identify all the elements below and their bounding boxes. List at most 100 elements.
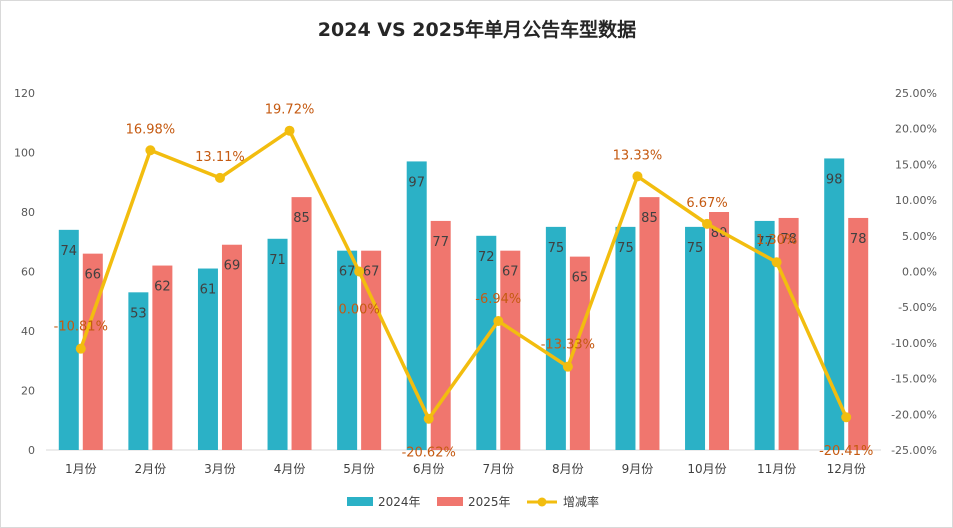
bar-2025 bbox=[221, 244, 242, 450]
bar-value-label: 72 bbox=[478, 250, 495, 265]
rate-point bbox=[423, 413, 434, 424]
left-axis-tick-label: 60 bbox=[21, 266, 35, 279]
left-axis-tick-label: 120 bbox=[14, 87, 35, 100]
bar-2024 bbox=[685, 226, 706, 450]
bar-2024 bbox=[615, 226, 636, 450]
x-axis-tick-label: 12月份 bbox=[827, 462, 866, 476]
bar-value-label: 61 bbox=[200, 283, 217, 298]
bar-2024 bbox=[337, 250, 358, 450]
rate-data-label: 6.67% bbox=[686, 196, 727, 211]
x-axis-tick-label: 5月份 bbox=[343, 462, 375, 476]
bar-value-label: 78 bbox=[780, 232, 797, 247]
bar-2024 bbox=[754, 220, 775, 450]
bar-value-label: 69 bbox=[224, 259, 241, 274]
bar-value-labels: 74 53 61 71 67 97 72 75 75 75 77 98 66 62 69 85 67 77 67 65… bbox=[61, 172, 867, 321]
bar-value-label: 66 bbox=[85, 268, 102, 283]
left-axis-tick-label: 20 bbox=[21, 385, 35, 398]
bar-2024 bbox=[545, 226, 566, 450]
rate-data-label: -10.81% bbox=[54, 320, 108, 335]
rate-line-series: -10.81% 16.98% 13.11% 19.72% 0.00% -20.62% -6.… bbox=[54, 103, 874, 461]
bar-2024 bbox=[128, 292, 149, 450]
x-axis-tick-label: 6月份 bbox=[413, 462, 445, 476]
right-axis: -25.00% -20.00% -15.00% -10.00% -5.00% 0.00% 5… bbox=[891, 87, 937, 457]
bar-value-label: 77 bbox=[756, 235, 773, 250]
right-axis-tick-label: -10.00% bbox=[891, 337, 937, 350]
bar-series bbox=[58, 158, 869, 451]
x-axis-tick-label: 1月份 bbox=[65, 462, 97, 476]
left-axis-tick-label: 80 bbox=[21, 206, 35, 219]
rate-data-label: 1.30% bbox=[756, 233, 797, 248]
legend-label: 增减率 bbox=[563, 494, 599, 509]
right-axis-tick-label: 25.00% bbox=[895, 87, 937, 100]
rate-data-label: 13.33% bbox=[613, 148, 663, 163]
rate-data-label: 16.98% bbox=[126, 122, 176, 137]
right-axis-tick-label: -15.00% bbox=[891, 373, 937, 386]
rate-data-label: -20.62% bbox=[402, 446, 456, 461]
right-axis-tick-label: -5.00% bbox=[898, 301, 937, 314]
bar-value-label: 97 bbox=[408, 175, 425, 190]
bar-value-label: 85 bbox=[641, 211, 658, 226]
rate-point bbox=[284, 125, 295, 136]
legend-label: 2025年 bbox=[468, 495, 511, 509]
chart-title: 2024 VS 2025年单月公告车型数据 bbox=[318, 18, 636, 41]
bar-2025 bbox=[82, 253, 103, 450]
right-axis-tick-label: 5.00% bbox=[902, 230, 937, 243]
bar-value-label: 98 bbox=[826, 172, 843, 187]
bar-value-label: 67 bbox=[339, 265, 356, 280]
rate-data-label: 19.72% bbox=[265, 103, 315, 118]
bar-value-label: 74 bbox=[61, 244, 78, 259]
x-axis-tick-label: 7月份 bbox=[482, 462, 514, 476]
rate-point bbox=[145, 145, 156, 156]
legend-swatch bbox=[347, 497, 373, 506]
bar-2025 bbox=[291, 197, 312, 450]
bar-value-label: 77 bbox=[432, 235, 449, 250]
bar-value-label: 62 bbox=[154, 280, 171, 295]
rate-data-label: -20.41% bbox=[819, 444, 873, 459]
bar-value-label: 78 bbox=[850, 232, 867, 247]
rate-line bbox=[79, 128, 848, 421]
rate-data-label: 0.00% bbox=[338, 303, 379, 318]
bar-value-label: 53 bbox=[130, 306, 147, 321]
rate-point bbox=[214, 172, 225, 183]
right-axis-tick-label: -20.00% bbox=[891, 408, 937, 421]
rate-point bbox=[771, 257, 782, 268]
bar-2025 bbox=[430, 220, 451, 450]
bar-2025 bbox=[500, 250, 521, 450]
bar-2025 bbox=[639, 197, 660, 450]
right-axis-tick-label: 10.00% bbox=[895, 194, 937, 207]
legend-label: 2024年 bbox=[378, 495, 421, 509]
bar-2025 bbox=[709, 212, 730, 450]
bar-2025 bbox=[848, 217, 869, 450]
right-axis-tick-label: 0.00% bbox=[902, 266, 937, 279]
left-axis-tick-label: 40 bbox=[21, 325, 35, 338]
bar-value-label: 75 bbox=[687, 241, 704, 256]
bar-2024 bbox=[476, 235, 497, 450]
bar-2024 bbox=[406, 161, 427, 451]
bar-value-label: 67 bbox=[502, 265, 519, 280]
rate-data-label: -13.33% bbox=[541, 338, 595, 353]
bar-2025 bbox=[361, 250, 382, 450]
bar-2024 bbox=[267, 238, 288, 450]
rate-point bbox=[493, 316, 504, 327]
x-axis-tick-label: 10月份 bbox=[687, 462, 726, 476]
right-axis-tick-label: 15.00% bbox=[895, 158, 937, 171]
rate-point bbox=[354, 266, 365, 277]
x-axis-tick-label: 8月份 bbox=[552, 462, 584, 476]
x-axis-tick-label: 11月份 bbox=[757, 462, 796, 476]
bar-value-label: 75 bbox=[548, 241, 565, 256]
right-axis-tick-label: 20.00% bbox=[895, 123, 937, 136]
x-axis-tick-label: 4月份 bbox=[274, 462, 306, 476]
bar-2024 bbox=[58, 229, 79, 450]
bar-2025 bbox=[778, 217, 799, 450]
legend-marker bbox=[537, 497, 547, 507]
bar-2025 bbox=[152, 265, 173, 450]
bar-value-label: 67 bbox=[363, 265, 380, 280]
bar-value-label: 65 bbox=[572, 271, 589, 286]
left-axis: 0 20 40 60 80 100 120 bbox=[14, 87, 35, 457]
left-axis-tick-label: 100 bbox=[14, 147, 35, 160]
left-axis-tick-label: 0 bbox=[28, 444, 35, 457]
legend: 2024年 2025年 增减率 bbox=[347, 494, 599, 509]
bar-2025 bbox=[569, 256, 590, 450]
